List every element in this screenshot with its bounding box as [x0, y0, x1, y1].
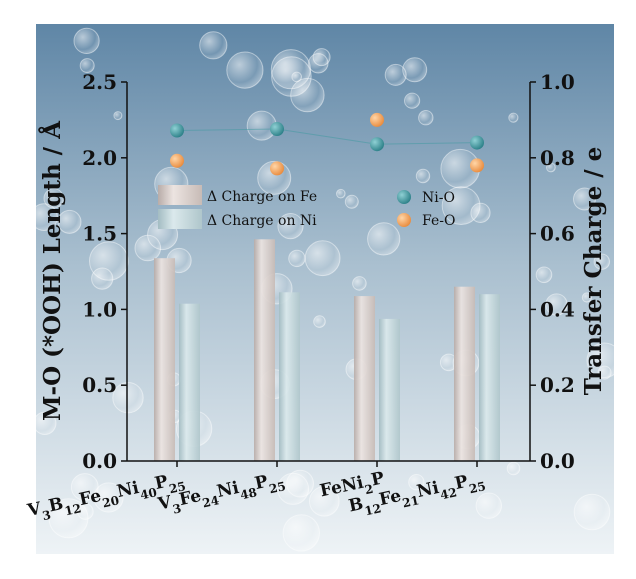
- bubble-decoration: [112, 382, 144, 414]
- bubble-decoration: [545, 293, 568, 316]
- bubble-decoration: [277, 213, 304, 240]
- bubble-decoration: [288, 249, 306, 268]
- point-layer: [170, 112, 484, 176]
- bubble-decoration: [282, 514, 320, 552]
- bubble-decoration: [508, 112, 519, 123]
- bar-fe-charge: [154, 258, 175, 461]
- y-right-axis-title: Transfer Charge / e: [580, 147, 607, 396]
- legend-swatch-ni-charge: [158, 209, 202, 229]
- bubble-decoration: [79, 58, 95, 74]
- bubble-decoration: [573, 187, 596, 211]
- right-tick-label: 0.2: [540, 373, 575, 397]
- bubble-decoration: [30, 203, 58, 232]
- bar-fe-charge: [354, 296, 375, 461]
- bar-fe-charge: [454, 286, 475, 461]
- bar-fe-charge: [254, 239, 275, 461]
- bubble-decoration: [91, 267, 114, 290]
- left-tick-label: 0.5: [82, 373, 117, 397]
- right-axis-ticks: 0.0 0.2 0.4 0.6 0.8 1.0: [530, 70, 575, 473]
- right-tick-label: 0.4: [540, 297, 575, 321]
- bubble-decoration: [73, 27, 100, 55]
- line-ni-o: [176, 128, 478, 145]
- bubble-decoration: [93, 482, 124, 513]
- point-ni-o: [270, 122, 284, 136]
- legend-label-ni-charge: Δ Charge on Ni: [207, 213, 317, 229]
- legend-label-fe-o: Fe-O: [422, 213, 455, 229]
- bar-ni-charge: [479, 294, 500, 461]
- bubble-decoration: [597, 365, 612, 380]
- chart-background: [36, 24, 614, 554]
- legend-label-fe-charge: Δ Charge on Fe: [207, 189, 317, 205]
- legend-marker-fe-o: [397, 213, 411, 227]
- category-label: B12Fe21Ni42P25: [347, 468, 487, 521]
- bubble-decoration: [441, 186, 481, 226]
- bubble-decoration: [573, 493, 611, 531]
- bubble-decoration: [70, 473, 99, 501]
- bubble-decoration: [506, 461, 521, 476]
- bubble-decoration: [113, 111, 123, 121]
- left-tick-label: 2.5: [82, 70, 117, 94]
- point-fe-o: [270, 161, 284, 176]
- category-label: V3Fe24Ni48P25: [155, 468, 287, 519]
- bubble-decoration: [593, 253, 610, 270]
- point-ni-o: [370, 137, 384, 152]
- legend-marker-ni-o: [397, 190, 411, 204]
- bubble-decoration: [352, 276, 367, 291]
- right-tick-label: 1.0: [540, 70, 575, 94]
- left-axis-ticks: 0.0 0.5 1.0 1.5 2.0 2.5: [82, 70, 127, 473]
- bubble-decoration: [404, 92, 421, 109]
- left-tick-label: 1.5: [82, 222, 117, 246]
- bubble-decoration: [33, 411, 57, 435]
- bubble-decoration: [367, 222, 401, 256]
- bubble-decoration: [402, 57, 428, 83]
- bubble-decoration: [408, 474, 425, 491]
- legend-swatch-fe-charge: [158, 185, 202, 205]
- right-tick-label: 0.6: [540, 222, 575, 246]
- bubble-decoration: [313, 315, 326, 328]
- bubble-decoration: [535, 266, 553, 284]
- bubble-decoration: [199, 31, 228, 60]
- bubble-decoration: [277, 472, 310, 505]
- category-label: V3B12Fe20Ni40P25: [25, 468, 187, 526]
- bubble-decoration: [309, 486, 340, 517]
- y-left-axis-title: M-O (*OOH) Length / Å: [39, 120, 66, 421]
- point-fe-o: [470, 158, 484, 173]
- left-tick-label: 1.0: [82, 297, 117, 321]
- bar-ni-charge: [179, 303, 200, 461]
- legend-label-ni-o: Ni-O: [422, 190, 455, 206]
- bubble-decoration: [336, 188, 346, 199]
- right-tick-label: 0.8: [540, 146, 575, 170]
- bubble-decoration: [581, 292, 593, 303]
- left-tick-label: 0.0: [82, 449, 117, 473]
- bar-layer: [154, 239, 500, 461]
- background-bubbles: [30, 27, 623, 552]
- bubble-decoration: [77, 503, 94, 520]
- bar-ni-charge: [379, 318, 400, 461]
- legend: Δ Charge on Fe Δ Charge on Ni Ni-O Fe-O: [158, 185, 455, 229]
- bubble-decoration: [270, 49, 311, 90]
- bubble-decoration: [308, 53, 329, 74]
- point-fe-o: [370, 112, 384, 127]
- point-ni-o: [470, 135, 484, 150]
- bar-ni-charge: [279, 292, 300, 461]
- bubble-decoration: [418, 110, 434, 126]
- bubble-decoration: [475, 492, 502, 519]
- bubble-decoration: [226, 51, 264, 89]
- bubble-decoration: [304, 240, 341, 277]
- bubble-decoration: [546, 162, 556, 173]
- category-label: FeNi2P: [318, 468, 387, 506]
- bubble-decoration: [57, 209, 82, 234]
- right-tick-label: 0.0: [540, 449, 575, 473]
- point-ni-o: [170, 123, 184, 138]
- left-tick-label: 2.0: [82, 146, 117, 170]
- point-fe-o: [170, 153, 184, 168]
- bubble-decoration: [384, 63, 407, 86]
- bubble-decoration: [415, 168, 431, 184]
- bubble-decoration: [344, 194, 359, 209]
